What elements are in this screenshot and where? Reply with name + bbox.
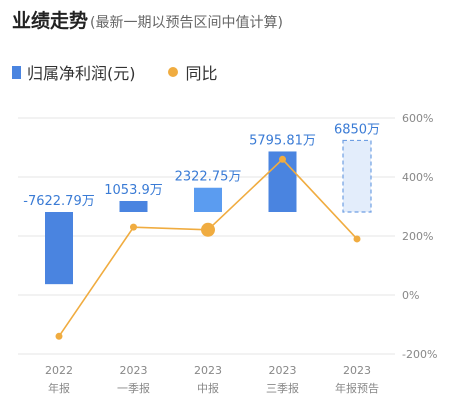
y-right-tick-label: -200% <box>402 348 437 361</box>
legend-item-profit[interactable]: 归属净利润(元) <box>12 60 136 84</box>
x-tick-label-period: 年报 <box>48 381 70 395</box>
bar-data-label: -7622.79万 <box>23 194 94 209</box>
bar-data-label: 2322.75万 <box>175 170 242 185</box>
bar <box>194 187 222 212</box>
yoy-point <box>130 223 137 231</box>
x-tick-label-year: 2022 <box>45 364 73 377</box>
yoy-point <box>201 222 215 237</box>
yoy-point <box>279 155 286 163</box>
x-tick-label-period: 中报 <box>197 381 219 395</box>
bar-data-label: 5795.81万 <box>249 133 316 148</box>
x-tick-label-year: 2023 <box>269 364 297 377</box>
chart-title: 业绩走势 (最新一期以预告区间中值计算) <box>12 6 283 33</box>
x-tick-label-year: 2023 <box>343 364 371 377</box>
y-right-tick-label: 600% <box>402 112 433 125</box>
bar <box>119 200 148 212</box>
legend-dot-swatch <box>167 67 178 77</box>
legend-line-label: 同比 <box>185 64 218 83</box>
y-right-tick-label: 200% <box>402 230 433 243</box>
x-tick-label-year: 2023 <box>194 364 222 377</box>
x-tick-label-period: 年报预告 <box>335 381 379 395</box>
x-tick-label-year: 2023 <box>120 364 148 377</box>
bar <box>45 212 73 285</box>
chart-title-subtitle: (最新一期以预告区间中值计算) <box>90 15 283 31</box>
x-tick-label-period: 一季报 <box>117 381 150 395</box>
y-right-tick-label: 0% <box>402 289 419 302</box>
legend-bar-swatch <box>12 65 21 79</box>
legend-item-yoy[interactable]: 同比 <box>167 60 218 84</box>
bar-data-label: 1053.9万 <box>104 183 163 198</box>
y-right-tick-label: 400% <box>402 171 433 184</box>
chart-title-main: 业绩走势 <box>12 10 89 32</box>
chart-legend: 归属净利润(元) 同比 <box>12 60 250 84</box>
x-tick-label-period: 三季报 <box>266 381 299 395</box>
bar-data-label: 6850万 <box>334 122 380 137</box>
bar-forecast <box>342 139 372 213</box>
yoy-point <box>353 235 361 243</box>
legend-bar-label: 归属净利润(元) <box>27 64 136 83</box>
yoy-point <box>55 332 63 340</box>
